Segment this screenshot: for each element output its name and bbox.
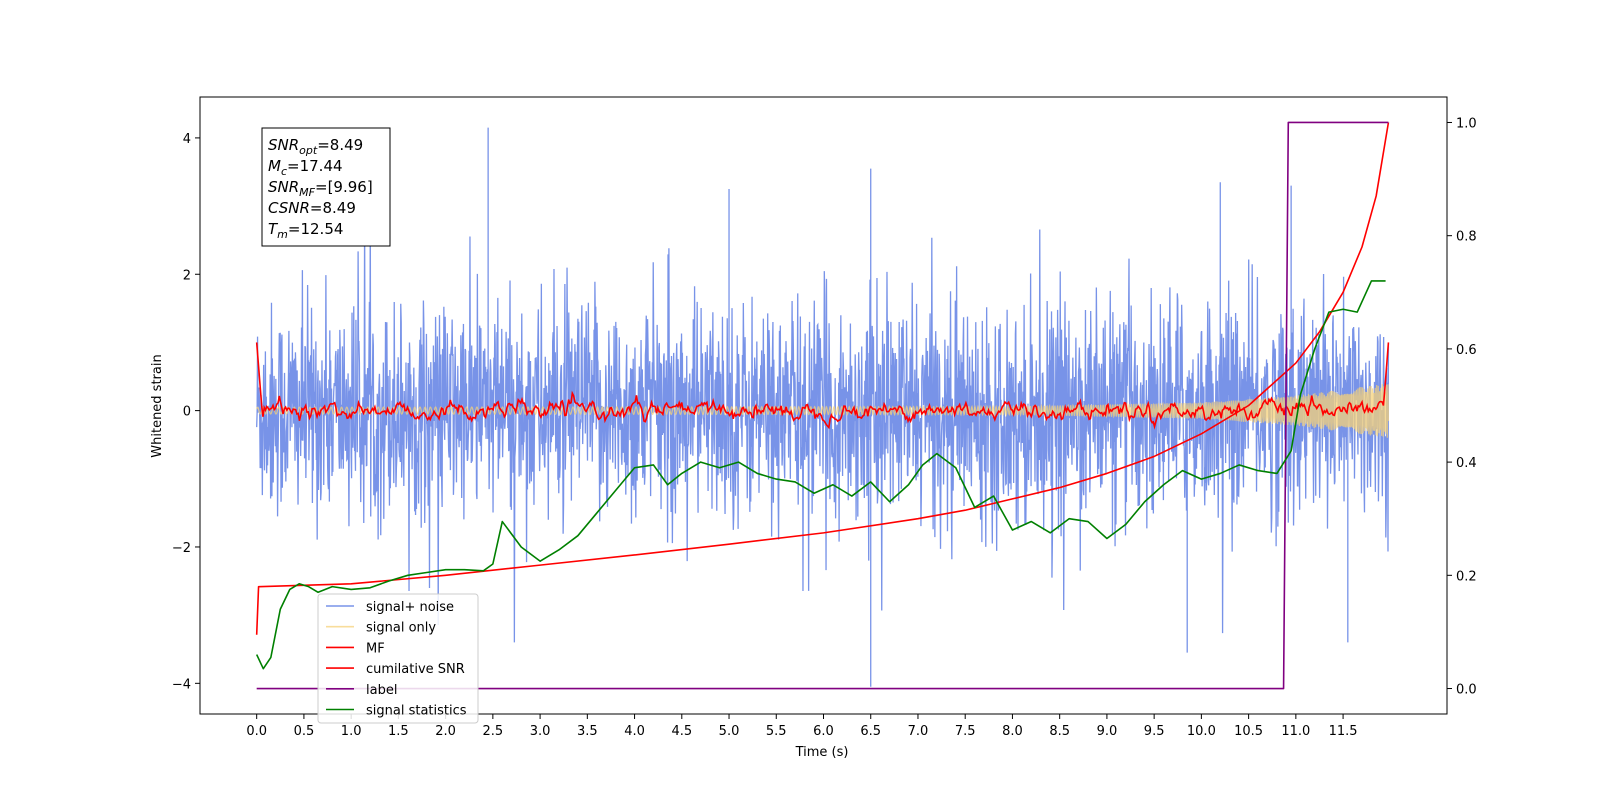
series-signal-statistics bbox=[255, 280, 1386, 670]
info-value: =12.54 bbox=[288, 220, 344, 238]
x-tick-label: 4.0 bbox=[624, 724, 645, 739]
x-tick-label: 7.5 bbox=[955, 724, 976, 739]
y-axis-right: 0.0 0.2 0.4 0.6 0.8 1.0 bbox=[1447, 116, 1477, 698]
x-tick-label: 2.0 bbox=[435, 724, 456, 739]
y-tick-label: −4 bbox=[172, 677, 191, 692]
x-tick-label: 10.5 bbox=[1234, 724, 1263, 739]
y-tick-label: 4 bbox=[183, 132, 191, 147]
info-value: =8.49 bbox=[310, 199, 356, 217]
legend-label-text: signal statistics bbox=[366, 704, 467, 719]
x-tick-label: 9.5 bbox=[1144, 724, 1165, 739]
series-label bbox=[256, 121, 1389, 690]
x-tick-label: 5.0 bbox=[719, 724, 740, 739]
series-signal-noise bbox=[256, 127, 1390, 687]
y-axis-label: Whitened strain bbox=[150, 354, 165, 457]
y-tick-label: 2 bbox=[183, 268, 191, 283]
legend: signal+ noise signal only MF cumilative SNR… bbox=[317, 593, 479, 724]
info-subscript: m bbox=[277, 228, 288, 241]
legend-label-text: signal+ noise bbox=[366, 600, 454, 615]
x-tick-label: 0.0 bbox=[246, 724, 267, 739]
info-line: CSNR=8.49 bbox=[268, 199, 356, 217]
x-axis: 0.0 0.5 1.0 1.5 2.0 2.5 3.0 3.5 4.0 4.5 5.0 5.5 6.0 6… bbox=[246, 714, 1358, 739]
y-right-tick-label: 1.0 bbox=[1456, 116, 1477, 131]
info-line: SNRMF=[9.96] bbox=[268, 178, 373, 199]
x-tick-label: 10.0 bbox=[1187, 724, 1216, 739]
y-axis-left: −4 −2 0 2 4 bbox=[172, 132, 200, 692]
series-layer bbox=[255, 121, 1390, 690]
info-subscript: MF bbox=[299, 186, 315, 199]
info-line: Tm=12.54 bbox=[268, 220, 343, 241]
x-tick-label: 1.5 bbox=[388, 724, 409, 739]
info-value: =8.49 bbox=[317, 136, 363, 154]
legend-signal-only: signal only bbox=[326, 621, 436, 636]
info-subscript: opt bbox=[299, 144, 318, 157]
legend-mf: MF bbox=[326, 641, 385, 656]
legend-cumulative-snr: cumilative SNR bbox=[326, 662, 465, 677]
y-tick-label: −2 bbox=[172, 541, 191, 556]
info-value: =17.44 bbox=[287, 157, 343, 175]
info-symbol: CSNR bbox=[268, 199, 310, 217]
y-tick-label: 0 bbox=[183, 405, 191, 420]
info-symbol: M bbox=[268, 157, 281, 175]
y-right-tick-label: 0.6 bbox=[1456, 343, 1477, 358]
legend-frame bbox=[317, 593, 479, 724]
legend-label-text: signal only bbox=[366, 621, 436, 636]
legend-label-text: cumilative SNR bbox=[366, 662, 465, 677]
info-symbol: T bbox=[268, 220, 279, 238]
legend-label: label bbox=[326, 683, 397, 698]
info-subscript: c bbox=[281, 165, 287, 178]
x-tick-label: 3.0 bbox=[530, 724, 551, 739]
x-tick-label: 7.0 bbox=[908, 724, 929, 739]
x-tick-label: 3.5 bbox=[577, 724, 598, 739]
x-tick-label: 8.5 bbox=[1049, 724, 1070, 739]
info-symbol: SNR bbox=[268, 136, 299, 154]
legend-signal-statistics: signal statistics bbox=[326, 704, 467, 719]
y-right-tick-label: 0.4 bbox=[1456, 456, 1477, 471]
info-box: SNRopt=8.49Mc=17.44SNRMF=[9.96]CSNR=8.49… bbox=[261, 127, 391, 247]
x-tick-label: 5.5 bbox=[766, 724, 787, 739]
x-tick-label: 6.5 bbox=[860, 724, 881, 739]
legend-label-text: label bbox=[366, 683, 397, 698]
info-value: =[9.96] bbox=[315, 178, 373, 196]
x-tick-label: 11.5 bbox=[1329, 724, 1358, 739]
y-right-tick-label: 0.2 bbox=[1456, 569, 1477, 584]
y-right-tick-label: 0.8 bbox=[1456, 230, 1477, 245]
series-mf bbox=[255, 342, 1390, 430]
legend-signal-noise: signal+ noise bbox=[326, 600, 454, 615]
x-tick-label: 9.0 bbox=[1097, 724, 1118, 739]
x-tick-label: 0.5 bbox=[294, 724, 315, 739]
x-tick-label: 6.0 bbox=[813, 724, 834, 739]
x-tick-label: 1.0 bbox=[341, 724, 362, 739]
x-tick-label: 4.5 bbox=[671, 724, 692, 739]
legend-label-text: MF bbox=[366, 641, 385, 656]
x-axis-label: Time (s) bbox=[795, 745, 849, 760]
info-line: SNRopt=8.49 bbox=[268, 136, 363, 157]
info-symbol: SNR bbox=[268, 178, 299, 196]
x-tick-label: 2.5 bbox=[483, 724, 504, 739]
info-box-frame bbox=[261, 127, 391, 247]
x-tick-label: 11.0 bbox=[1281, 724, 1310, 739]
info-line: Mc=17.44 bbox=[268, 157, 343, 178]
y-right-tick-label: 0.0 bbox=[1456, 683, 1477, 698]
x-tick-label: 8.0 bbox=[1002, 724, 1023, 739]
